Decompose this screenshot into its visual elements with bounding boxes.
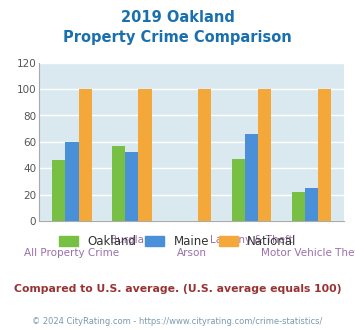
Text: Motor Vehicle Theft: Motor Vehicle Theft <box>261 248 355 258</box>
Text: All Property Crime: All Property Crime <box>24 248 120 258</box>
Text: Compared to U.S. average. (U.S. average equals 100): Compared to U.S. average. (U.S. average … <box>14 284 341 294</box>
Text: Larceny & Theft: Larceny & Theft <box>210 235 293 246</box>
Text: © 2024 CityRating.com - https://www.cityrating.com/crime-statistics/: © 2024 CityRating.com - https://www.city… <box>32 317 323 326</box>
Text: 2019 Oakland: 2019 Oakland <box>121 10 234 25</box>
Legend: Oakland, Maine, National: Oakland, Maine, National <box>55 231 300 251</box>
Bar <box>78 89 92 221</box>
Bar <box>125 152 138 221</box>
Bar <box>305 188 318 221</box>
Bar <box>112 146 125 221</box>
Bar <box>198 89 212 221</box>
Bar <box>52 160 65 221</box>
Bar <box>65 142 78 221</box>
Bar <box>245 134 258 221</box>
Bar <box>258 89 271 221</box>
Bar <box>232 159 245 221</box>
Text: Burglary: Burglary <box>110 235 154 246</box>
Bar <box>318 89 331 221</box>
Bar <box>138 89 152 221</box>
Text: Arson: Arson <box>177 248 207 258</box>
Bar <box>292 192 305 221</box>
Text: Property Crime Comparison: Property Crime Comparison <box>63 30 292 45</box>
